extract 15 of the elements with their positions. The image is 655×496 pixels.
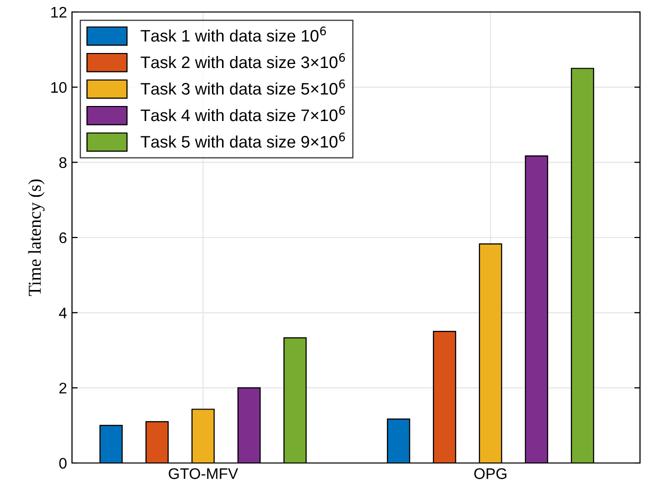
legend-label: Task 4 with data size 7×10$^{6}$ bbox=[140, 106, 345, 122]
legend-label: Task 1 with data size 10$^{6}$ bbox=[140, 26, 326, 42]
y-tick-label: 4 bbox=[58, 308, 67, 318]
y-tick-label: 2 bbox=[59, 382, 66, 394]
y-axis-title: Time latency (s) bbox=[28, 179, 45, 296]
x-tick-label: OPG bbox=[474, 468, 506, 480]
y-tick-label: 8 bbox=[59, 157, 66, 168]
y-tick-label: 6 bbox=[59, 232, 66, 244]
y-tick-label: 10 bbox=[51, 82, 67, 93]
y-tick-label: 0 bbox=[59, 458, 67, 469]
legend-label: Task 3 with data size 5×10$^{6}$ bbox=[140, 80, 345, 95]
y-tick-label: 12 bbox=[51, 6, 66, 18]
legend-label: Task 2 with data size 3×10$^{6}$ bbox=[140, 53, 345, 68]
x-tick-label: GTO-MFV bbox=[168, 468, 238, 480]
legend-label: Task 5 with data size 9×10$^{6}$ bbox=[140, 132, 345, 148]
